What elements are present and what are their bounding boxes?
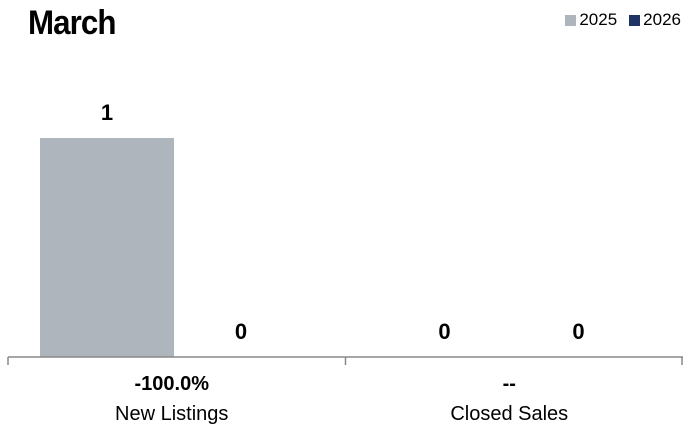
bar-2025-new-listings xyxy=(40,138,174,357)
legend-item-2025: 2025 xyxy=(565,10,617,30)
legend: 2025 2026 xyxy=(565,10,681,30)
category-label-new-listings: New Listings xyxy=(115,403,228,425)
legend-label-2026: 2026 xyxy=(643,10,681,29)
data-label-2025-closed-sales: 0 xyxy=(438,319,450,344)
legend-item-2026: 2026 xyxy=(629,10,681,30)
category-label-closed-sales: Closed Sales xyxy=(450,403,568,425)
data-label-2025-new-listings: 1 xyxy=(101,100,113,125)
data-label-2026-new-listings: 0 xyxy=(235,319,247,344)
change-label-closed-sales: -- xyxy=(503,373,516,395)
chart-title: March xyxy=(28,4,116,42)
legend-swatch-2025 xyxy=(565,14,577,26)
data-label-2026-closed-sales: 0 xyxy=(572,319,584,344)
legend-label-2025: 2025 xyxy=(579,10,618,29)
legend-swatch-2026 xyxy=(629,14,641,26)
change-label-new-listings: -100.0% xyxy=(135,373,210,395)
